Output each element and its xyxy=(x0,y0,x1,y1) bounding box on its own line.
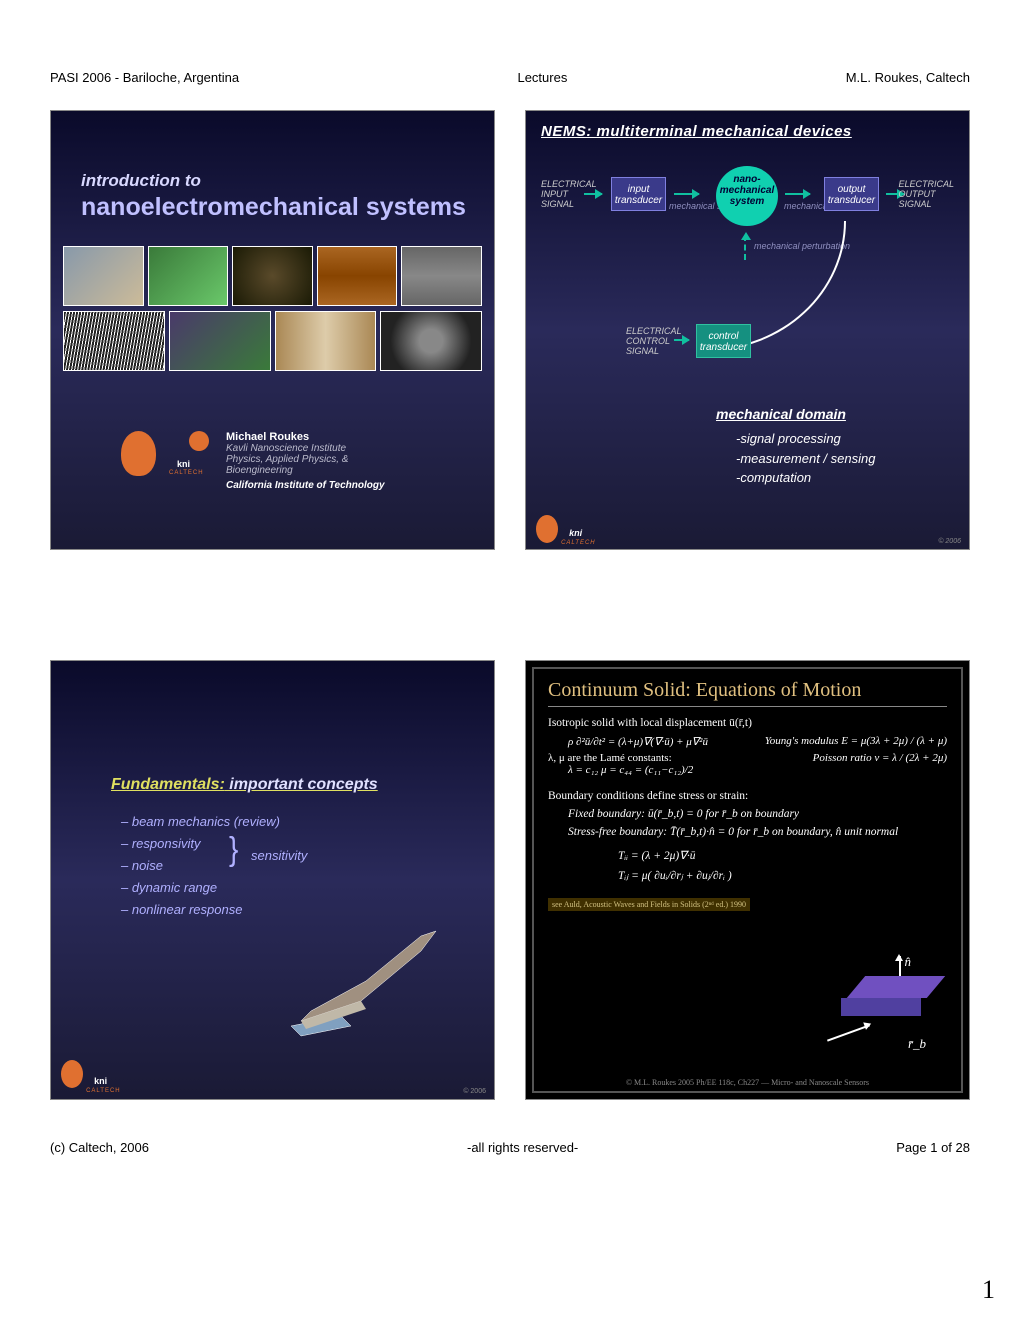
thumbnail-row-2 xyxy=(63,311,482,371)
concepts-list: – beam mechanics (review) – responsivity… xyxy=(121,811,280,921)
intro-text: introduction to xyxy=(81,171,201,191)
header-center: Lectures xyxy=(517,70,567,85)
brace-icon: } xyxy=(229,830,238,868)
caltech-label: CALTECH xyxy=(561,540,596,546)
footer-right: Page 1 of 28 xyxy=(896,1140,970,1155)
arrow-icon xyxy=(584,193,602,195)
kni-label: kni xyxy=(569,528,582,538)
output-transducer-box: output transducer xyxy=(824,177,879,211)
lame-text: λ, μ are the Lamé constants: xyxy=(548,752,672,764)
torch-logo-icon xyxy=(121,431,156,476)
page-number: 1 xyxy=(982,1275,995,1305)
author-block: Michael Roukes Kavli Nanoscience Institu… xyxy=(226,431,385,491)
page-header: PASI 2006 - Bariloche, Argentina Lecture… xyxy=(0,70,1020,85)
slide2-heading: NEMS: multiterminal mechanical devices xyxy=(541,123,852,140)
arrow-icon xyxy=(785,193,810,195)
thumb xyxy=(275,311,377,371)
slide-3-fundamentals: Fundamentals: important concepts – beam … xyxy=(50,660,495,1100)
footer-logos: kni CALTECH xyxy=(536,515,591,543)
lame-poisson-row: λ, μ are the Lamé constants: λ = c₁₂ μ =… xyxy=(548,752,947,776)
r-arrow-icon xyxy=(827,1024,870,1041)
main-title: nanoelectromechanical systems xyxy=(81,193,466,222)
lame-label: λ, μ are the Lamé constants: λ = c₁₂ μ =… xyxy=(548,752,693,776)
footer-logos: kni CALTECH xyxy=(61,1060,116,1091)
reference-auld: see Auld, Acoustic Waves and Fields in S… xyxy=(548,898,750,911)
header-left: PASI 2006 - Bariloche, Argentina xyxy=(50,70,239,85)
author-institute: California Institute of Technology xyxy=(226,480,385,491)
slide-2-nems-diagram: NEMS: multiterminal mechanical devices E… xyxy=(525,110,970,550)
stress-Tii: Tᵢᵢ = (λ + 2μ)∇·ū xyxy=(618,848,947,862)
input-transducer-box: input transducer xyxy=(611,177,666,211)
thumb xyxy=(63,246,144,306)
thumb xyxy=(317,246,398,306)
output-signal-label: ELECTRICAL OUTPUT SIGNAL xyxy=(898,179,954,209)
footer-left: (c) Caltech, 2006 xyxy=(50,1140,149,1155)
bc-fixed: Fixed boundary: ū(r̄_b,t) = 0 for r̄_b o… xyxy=(568,808,947,820)
volume-element-icon: n̂ r̄_b xyxy=(846,976,936,1036)
fund-subtitle: important concepts xyxy=(225,776,378,793)
youngs-modulus: Young's modulus E = μ(3λ + 2μ) / (λ + μ) xyxy=(765,735,947,748)
wave-youngs-row: ρ ∂²ū/∂t² = (λ+μ)∇(∇·ū) + μ∇²ū Young's m… xyxy=(548,735,947,748)
torch-logo-icon xyxy=(536,515,558,543)
thumb xyxy=(148,246,229,306)
bc-free: Stress-free boundary: T̄(r̄_b,t)·n̂ = 0 … xyxy=(568,826,947,838)
mechanical-domain-heading: mechanical domain xyxy=(716,406,846,422)
slide4-title: Continuum Solid: Equations of Motion xyxy=(548,679,947,707)
caltech-label: CALTECH xyxy=(86,1088,121,1094)
poisson-ratio: Poisson ratio ν = λ / (2λ + 2μ) xyxy=(813,752,947,776)
arrow-icon xyxy=(674,339,689,341)
thumb xyxy=(63,311,165,371)
header-right: M.L. Roukes, Caltech xyxy=(846,70,970,85)
footer-center: -all rights reserved- xyxy=(467,1140,578,1155)
cantilever-icon xyxy=(271,921,451,1041)
intro-line: Isotropic solid with local displacement … xyxy=(548,717,947,729)
rb-label: r̄_b xyxy=(908,1036,926,1052)
kni-label: kni xyxy=(177,459,190,469)
thumb xyxy=(232,246,313,306)
slide4-frame: Continuum Solid: Equations of Motion Iso… xyxy=(532,667,963,1093)
page-footer: (c) Caltech, 2006 -all rights reserved- … xyxy=(0,1140,1020,1155)
slide4-credit: © M.L. Roukes 2005 Ph/EE 118c, Ch227 — M… xyxy=(534,1078,961,1087)
kni-label: kni xyxy=(94,1076,107,1086)
slides-grid: introduction to nanoelectromechanical sy… xyxy=(50,110,970,1100)
stress-Tij: Tᵢⱼ = μ( ∂uᵢ/∂rⱼ + ∂uⱼ/∂rᵢ ) xyxy=(618,868,947,882)
copyright-small: © 2006 xyxy=(463,1088,486,1095)
kni-logo-icon: kni CALTECH xyxy=(169,431,209,471)
slide-1-title: introduction to nanoelectromechanical sy… xyxy=(50,110,495,550)
arrow-icon xyxy=(674,193,699,195)
sensitivity-label: sensitivity xyxy=(251,848,307,863)
author-affiliation: Kavli Nanoscience Institute Physics, App… xyxy=(226,443,385,476)
fundamentals-heading: Fundamentals: important concepts xyxy=(111,776,378,794)
bc-heading: Boundary conditions define stress or str… xyxy=(548,790,947,802)
author-name: Michael Roukes xyxy=(226,431,385,443)
thumb xyxy=(401,246,482,306)
slide-4-continuum: Continuum Solid: Equations of Motion Iso… xyxy=(525,660,970,1100)
control-signal-label: ELECTRICAL CONTROL SIGNAL xyxy=(626,326,682,356)
normal-arrow-icon xyxy=(899,956,901,978)
torch-logo-icon xyxy=(61,1060,83,1088)
lame-def: λ = c₁₂ μ = c₄₄ = (c₁₁−c₁₂)/2 xyxy=(568,764,693,776)
thumbnail-row-1 xyxy=(63,246,482,306)
control-transducer-box: control transducer xyxy=(696,324,751,358)
thumb xyxy=(380,311,482,371)
n-hat-label: n̂ xyxy=(905,954,912,970)
wave-equation: ρ ∂²ū/∂t² = (λ+μ)∇(∇·ū) + μ∇²ū xyxy=(568,735,708,748)
copyright-small: © 2006 xyxy=(938,538,961,545)
caltech-label: CALTECH xyxy=(169,470,204,476)
domain-bullets: -signal processing -measurement / sensin… xyxy=(736,429,875,488)
thumb xyxy=(169,311,271,371)
nanomech-system-node: nano- mechanical system xyxy=(716,166,778,226)
fund-keyword: Fundamentals: xyxy=(111,776,225,793)
